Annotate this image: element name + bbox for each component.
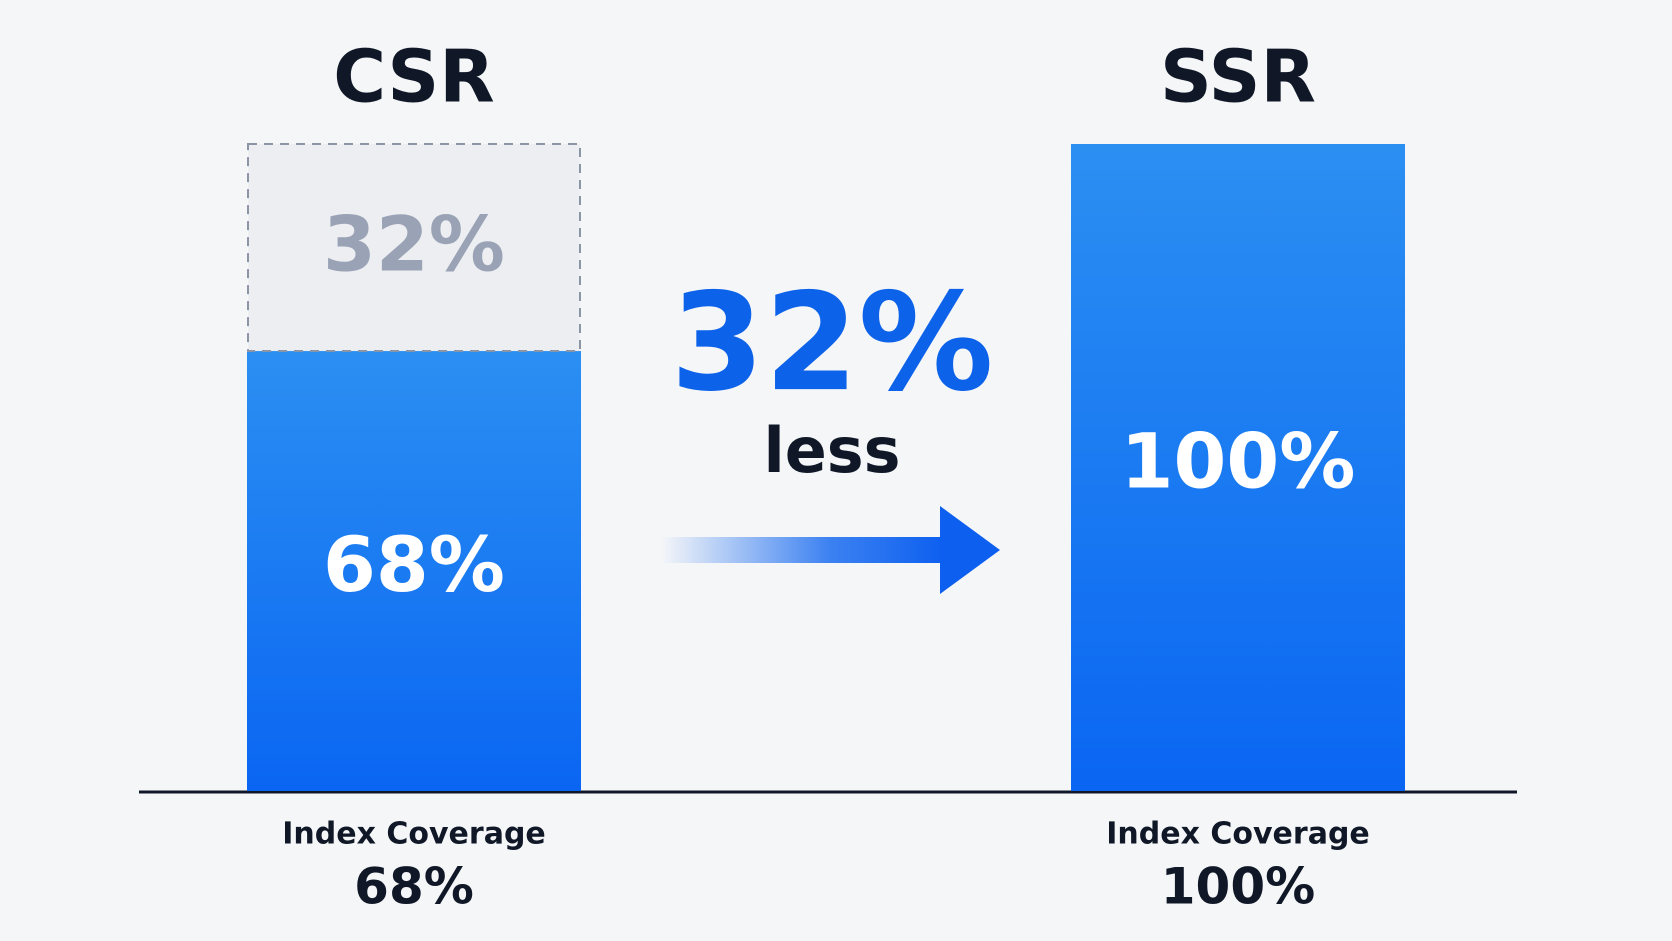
- footer-label: Index Coverage: [1106, 817, 1370, 852]
- footer-value: 68%: [354, 858, 474, 916]
- bar: [247, 351, 581, 791]
- category-title: SSR: [1160, 35, 1316, 119]
- gap-bar: [247, 143, 581, 353]
- arrow: [661, 506, 1000, 594]
- footer-value: 100%: [1161, 858, 1315, 916]
- value-label: 100%: [1121, 416, 1356, 505]
- value-label: 68%: [323, 520, 505, 609]
- arrow-shaft: [661, 537, 944, 563]
- annotation-value: 32%: [670, 264, 993, 421]
- gap-label: 32%: [323, 200, 505, 289]
- category-title: CSR: [333, 35, 494, 119]
- annotation-text: less: [763, 414, 900, 487]
- bar: [1071, 144, 1405, 791]
- arrow-head: [940, 506, 1000, 594]
- footer-label: Index Coverage: [282, 817, 546, 852]
